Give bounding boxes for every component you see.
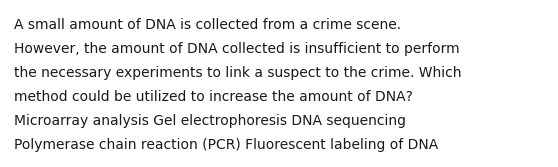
Text: However, the amount of DNA collected is insufficient to perform: However, the amount of DNA collected is … bbox=[14, 42, 460, 56]
Text: method could be utilized to increase the amount of DNA?: method could be utilized to increase the… bbox=[14, 90, 413, 104]
Text: A small amount of DNA is collected from a crime scene.: A small amount of DNA is collected from … bbox=[14, 18, 401, 32]
Text: Polymerase chain reaction (PCR) Fluorescent labeling of DNA: Polymerase chain reaction (PCR) Fluoresc… bbox=[14, 138, 438, 152]
Text: Microarray analysis Gel electrophoresis DNA sequencing: Microarray analysis Gel electrophoresis … bbox=[14, 114, 406, 128]
Text: the necessary experiments to link a suspect to the crime. Which: the necessary experiments to link a susp… bbox=[14, 66, 461, 80]
